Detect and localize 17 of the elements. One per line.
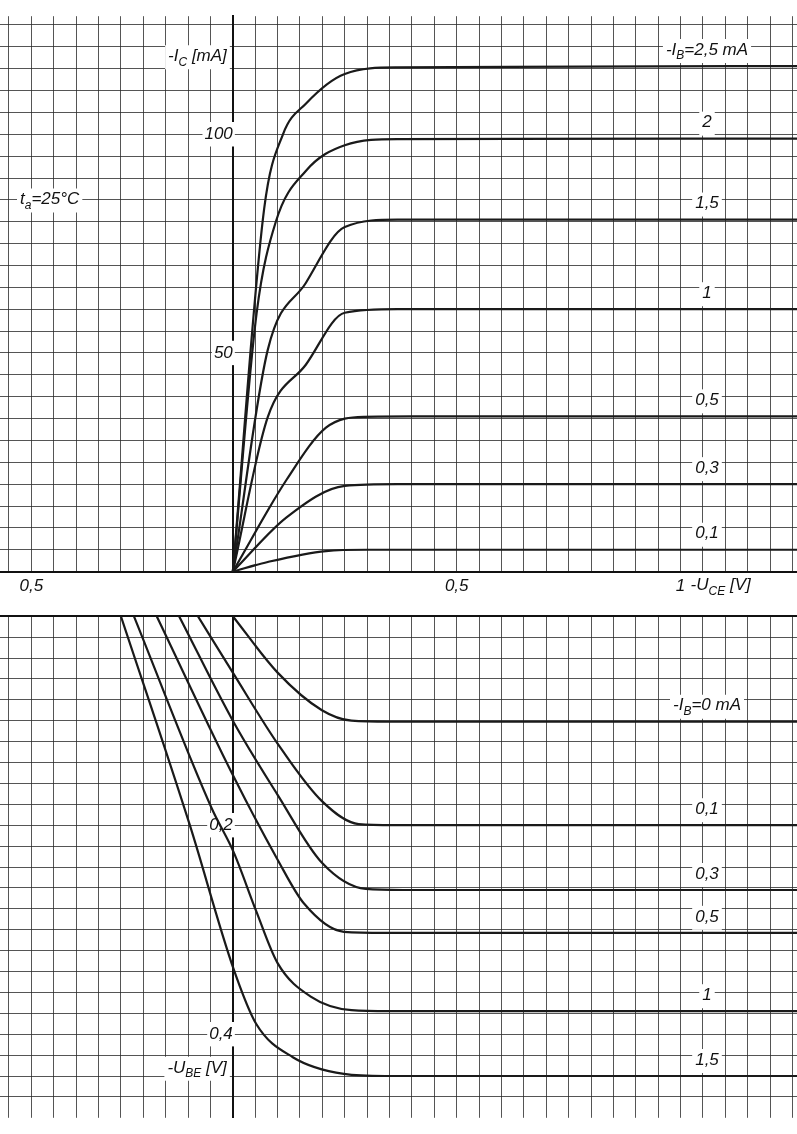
series-label: 0,1 [695, 523, 719, 543]
x-tick-label: 1 [675, 575, 686, 595]
series-label: 0,5 [695, 390, 720, 410]
series-label: 2 [701, 112, 713, 132]
series-label: 0,5 [695, 906, 720, 926]
y-tick-label: 50 [213, 342, 234, 362]
series-label: 0,1 [695, 798, 719, 818]
y-tick-label: 100 [204, 124, 234, 144]
series-label: 1,5 [695, 1049, 720, 1069]
series-label: 1,5 [695, 193, 720, 213]
series-label: 0,3 [695, 863, 720, 883]
x-tick-label: 0,5 [19, 575, 44, 595]
series-label: 0,3 [695, 457, 720, 477]
x-tick-label: 0,5 [444, 575, 470, 595]
series-label: 1 [702, 282, 712, 302]
series-label: 1 [702, 984, 712, 1004]
y-tick-label: 0,4 [209, 1023, 233, 1043]
